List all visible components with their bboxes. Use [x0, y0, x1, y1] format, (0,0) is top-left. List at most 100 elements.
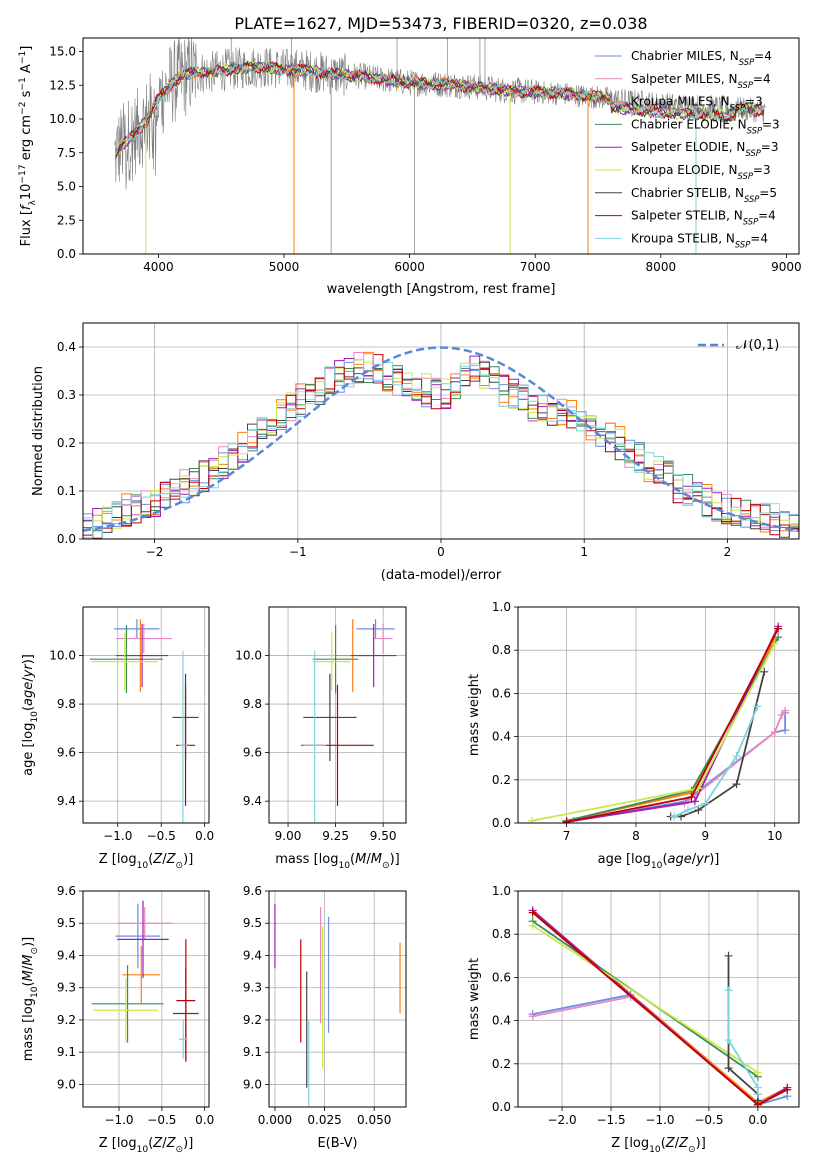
x-tick-label: −0.5 [147, 829, 176, 843]
x-tick-label: 0.0 [195, 829, 214, 843]
panel-mass-vs-ebv: 0.000 0.025 0.050 9.0 9.1 9.2 9.3 9.4 9.5 9.6 E(B-… [243, 884, 407, 1151]
x-tick-label: 0.0 [195, 1113, 214, 1127]
y-tick-label: 9.0 [57, 1077, 76, 1091]
weight-marker [528, 908, 537, 917]
panel-age-vs-Z: −1.0 −0.5 0.0 9.4 9.6 9.8 10.0 Z [log10(Z/Z⊙)] a… [21, 606, 214, 871]
y-tick-label: 9.6 [57, 884, 76, 898]
panel-massweight-vs-age: 7 8 9 10 0.0 0.2 0.4 0.6 0.8 1.0 age [log10(age/yr… [467, 600, 800, 871]
weight-marker [760, 667, 769, 676]
panel-mass-vs-Z: −1.0 −0.5 0.0 9.0 9.1 9.2 9.3 9.4 9.5 9.6 Z [log10… [21, 884, 214, 1155]
weight-marker [683, 806, 692, 815]
weight-marker [753, 702, 762, 711]
y-tick-label: 10.0 [235, 649, 262, 663]
y-tick-label: 0.8 [492, 643, 511, 657]
y-tick-label: 0.0 [492, 816, 511, 830]
y-tick-label: 0.3 [57, 388, 76, 402]
y-tick-label: 9.8 [243, 697, 262, 711]
x-tick-label: 9.25 [322, 829, 349, 843]
y-tick-label: 0.6 [492, 686, 511, 700]
weight-marker [724, 1036, 733, 1045]
x-tick-label: 7 [563, 829, 571, 843]
panel-residuals: −2 −1 0 1 2 0.0 0.1 0.2 0.3 0.4 (data-model)/error… [31, 322, 800, 583]
weight-marker [690, 797, 699, 806]
weight-marker [777, 711, 786, 719]
x-tick-label: 9.00 [275, 829, 302, 843]
x-tick-label: 0.025 [307, 1113, 341, 1127]
weight-plot-area [527, 622, 790, 823]
y-tick-label: 9.2 [57, 1013, 76, 1027]
y-axis-label: mass weight [467, 958, 482, 1040]
y-tick-label: 9.6 [57, 746, 76, 760]
legend-label: 𝒩(0,1) [736, 338, 779, 353]
weight-marker [724, 1064, 733, 1073]
legend-label: Salpeter STELIB, NSSP=4 [631, 209, 776, 227]
weight-marker [781, 726, 790, 735]
residual-histogram [83, 353, 799, 539]
x-axis-label: mass [log10(M/M⊙)] [275, 852, 399, 871]
weight-marker [562, 817, 571, 823]
weight-line [727, 990, 759, 1094]
y-tick-label: 9.5 [243, 916, 262, 930]
y-tick-label: 9.6 [243, 746, 262, 760]
y-tick-label: 9.1 [243, 1045, 262, 1059]
y-tick-label: 1.0 [492, 600, 511, 614]
model-spectrum-line [115, 60, 765, 159]
weight-marker [528, 1012, 537, 1021]
y-tick-label: 9.4 [57, 794, 76, 808]
y-tick-label: 0.4 [57, 340, 76, 354]
y-tick-label: 9.5 [57, 916, 76, 930]
y-tick-label: 9.4 [57, 948, 76, 962]
y-tick-label: 0.6 [492, 970, 511, 984]
weight-marker [694, 806, 703, 815]
weight-marker [770, 639, 779, 648]
weight-line [531, 643, 776, 822]
legend-label: Kroupa STELIB, NSSP=4 [631, 231, 768, 249]
errorbar-plot-area [91, 900, 199, 1062]
y-tick-label: 0.2 [492, 1057, 511, 1071]
model-spectrum-line [115, 60, 765, 156]
weight-marker [753, 1068, 762, 1077]
legend-label: Kroupa MILES, NSSP=3 [631, 95, 763, 113]
axes-frame [268, 606, 407, 824]
legend-label: Chabrier MILES, NSSP=4 [631, 49, 772, 67]
x-tick-label: 1 [580, 545, 588, 559]
x-tick-label: −1.0 [103, 829, 132, 843]
errorbar-plot-area [274, 903, 401, 1107]
panel-spectrum: 4000 5000 6000 7000 8000 9000 0.0 2.5 5.0 7.5 10.0… [18, 37, 802, 297]
legend-label: Chabrier STELIB, NSSP=5 [631, 186, 777, 204]
legend-label: Salpeter ELODIE, NSSP=3 [631, 140, 779, 158]
weight-line [532, 924, 759, 1074]
figure-title: PLATE=1627, MJD=53473, FIBERID=0320, z=0… [234, 14, 647, 33]
x-tick-label: 0.000 [258, 1113, 292, 1127]
weight-marker [753, 1090, 762, 1099]
y-tick-label: 10.0 [49, 649, 76, 663]
x-tick-label: −0.5 [147, 1113, 176, 1127]
weight-marker [670, 812, 679, 821]
y-tick-label: 5.0 [57, 180, 76, 194]
x-tick-label: −2.0 [547, 1113, 576, 1127]
weight-marker [732, 780, 741, 789]
weight-marker [781, 706, 790, 715]
x-axis-label: Z [log10(Z/Z⊙)] [99, 1136, 194, 1155]
y-tick-label: 9.3 [243, 981, 262, 995]
weight-plot-area [528, 906, 792, 1107]
y-tick-label: 0.8 [492, 927, 511, 941]
x-tick-label: 5000 [269, 260, 300, 274]
axes-frame [517, 606, 800, 824]
y-tick-label: 0.4 [492, 1014, 511, 1028]
x-tick-label: 0.050 [357, 1113, 391, 1127]
data-spectrum-line [114, 38, 766, 190]
weight-marker [724, 986, 733, 995]
residual-plot-area [83, 346, 799, 539]
weight-marker [774, 633, 783, 642]
y-tick-label: 7.5 [57, 146, 76, 160]
y-tick-label: 9.4 [243, 948, 262, 962]
x-tick-label: −2 [146, 545, 164, 559]
x-tick-label: 6000 [394, 260, 425, 274]
x-tick-label: 4000 [143, 260, 174, 274]
y-tick-label: 0.2 [492, 773, 511, 787]
weight-marker [687, 793, 696, 802]
x-tick-label: −1.0 [645, 1113, 674, 1127]
y-tick-label: 0.0 [492, 1100, 511, 1114]
normal-curve [83, 346, 799, 532]
